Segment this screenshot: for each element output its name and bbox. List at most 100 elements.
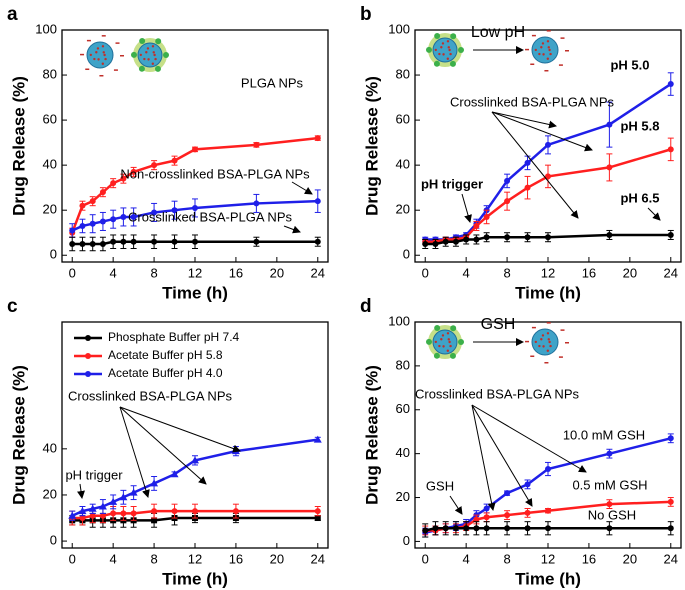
marker — [504, 198, 511, 205]
marker — [192, 508, 198, 515]
drug-dot — [153, 53, 156, 57]
annotation: Crosslinked BSA-PLGA NPs — [450, 94, 615, 109]
particle-core — [432, 37, 458, 63]
marker — [442, 238, 449, 245]
series-label: pH 5.8 — [620, 118, 659, 133]
marker — [606, 525, 613, 532]
marker — [79, 222, 86, 229]
drug-dot — [546, 349, 550, 352]
schematic-label: GSH — [481, 316, 516, 333]
marker — [192, 238, 198, 245]
marker — [110, 238, 117, 245]
marker — [151, 517, 158, 524]
marker — [606, 501, 613, 508]
shell-bit — [434, 33, 441, 40]
drug-dot — [151, 62, 155, 65]
marker — [667, 81, 674, 88]
drug-dot — [434, 340, 438, 344]
drug-dot — [546, 40, 550, 43]
y-axis-title: Drug Release (%) — [362, 365, 381, 505]
drug-dot — [438, 344, 441, 348]
drug-dot — [542, 53, 545, 56]
drug-dot — [143, 57, 146, 61]
particle-core — [531, 328, 559, 356]
drug-dash — [558, 64, 563, 66]
drug-dot — [152, 51, 155, 54]
marker — [99, 218, 106, 225]
marker — [314, 135, 321, 142]
marker — [463, 236, 470, 243]
marker — [151, 209, 158, 216]
shell-bit — [163, 52, 169, 58]
drug-dot — [89, 53, 93, 57]
x-tick-label: 24 — [664, 265, 678, 280]
marker — [667, 231, 674, 238]
drug-dot — [440, 46, 443, 49]
x-tick-label: 8 — [503, 551, 510, 566]
marker — [120, 238, 127, 245]
drug-dot — [446, 332, 450, 335]
marker — [524, 509, 531, 516]
arrow — [119, 406, 241, 453]
y-tick-label: 100 — [388, 21, 410, 36]
drug-dot — [145, 51, 148, 54]
marker — [110, 216, 117, 223]
marker — [473, 222, 480, 229]
drug-dot — [104, 57, 107, 61]
drug-dash — [99, 74, 104, 77]
marker — [483, 213, 490, 220]
drug-dash — [101, 35, 106, 37]
drug-dot — [103, 53, 106, 57]
marker — [88, 504, 97, 512]
y-tick-label: 100 — [388, 313, 410, 328]
drug-dot — [446, 57, 450, 60]
y-tick-label: 0 — [50, 533, 57, 548]
y-tick-label: 0 — [50, 247, 57, 262]
legend-marker — [85, 371, 91, 377]
drug-dot — [441, 42, 445, 45]
marker — [89, 220, 96, 227]
x-tick-label: 16 — [229, 265, 243, 280]
arrow — [77, 483, 85, 499]
y-axis-title: Drug Release (%) — [9, 76, 28, 216]
arrow — [471, 404, 533, 507]
drug-dot — [151, 45, 155, 48]
y-axis-title: Drug Release (%) — [362, 76, 381, 216]
marker — [504, 525, 511, 532]
drug-dash — [546, 30, 551, 32]
panel-label: d — [360, 296, 372, 317]
annotation: pH trigger — [421, 176, 483, 191]
marker — [69, 227, 76, 234]
x-tick-label: 20 — [270, 551, 284, 566]
marker — [130, 168, 137, 175]
marker — [422, 527, 429, 534]
annotation: Crosslinked BSA-PLGA NPs — [68, 388, 233, 403]
shell-bit — [138, 65, 145, 72]
marker — [452, 238, 459, 245]
y-tick-label: 20 — [43, 202, 57, 217]
x-tick-label: 4 — [110, 551, 117, 566]
arrow — [449, 495, 463, 515]
x-tick-label: 12 — [541, 265, 555, 280]
shell-bit — [139, 38, 146, 45]
shell-bit — [449, 60, 456, 67]
drug-dash — [525, 340, 530, 343]
marker — [545, 525, 551, 532]
marker — [130, 238, 137, 245]
arrow — [491, 111, 557, 129]
arrow — [119, 406, 150, 498]
marker — [151, 508, 158, 515]
drug-dot — [447, 338, 450, 341]
y-tick-label: 20 — [396, 489, 410, 504]
drug-dot — [95, 51, 98, 54]
marker — [524, 525, 531, 532]
marker — [68, 511, 77, 519]
drug-dot — [448, 340, 451, 344]
x-tick-label: 4 — [463, 265, 470, 280]
arrow — [491, 111, 593, 152]
arrow — [491, 111, 579, 219]
particle-core — [86, 41, 114, 69]
drug-dash — [531, 326, 536, 329]
drug-dot — [449, 344, 452, 348]
legend-label: Acetate Buffer pH 5.8 — [108, 348, 223, 362]
